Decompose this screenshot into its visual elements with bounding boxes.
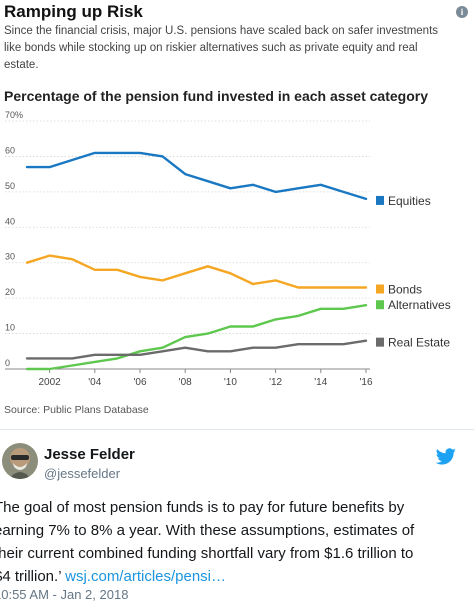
card-title: Ramping up Risk (4, 2, 143, 21)
y-tick-label: 50 (5, 181, 15, 191)
y-tick-label: 20 (5, 287, 15, 297)
series-line-bonds (25, 254, 368, 289)
divider (0, 429, 474, 430)
y-tick-label: 70% (5, 110, 23, 120)
avatar[interactable] (2, 443, 38, 479)
tweet-text-line: The goal of most pension funds is to pay… (0, 499, 405, 516)
y-tick-label: 40 (5, 216, 15, 226)
legend-label: Equities (388, 194, 431, 208)
y-tick-label: 60 (5, 145, 15, 155)
twitter-bird-icon[interactable] (436, 448, 456, 465)
legend-swatch (376, 195, 384, 205)
user-handle[interactable]: @jessefelder (44, 466, 121, 481)
line-chart: 0 10 20 30 40 50 60 70% 2002 '04 '06 '08 '10 '12 '14 '1… (5, 110, 451, 388)
x-tick-label: '04 (88, 377, 101, 388)
chart-card: Ramping up Risk i Since the financial cr… (4, 2, 468, 416)
tweet-link[interactable]: wsj.com/articles/pensi… (65, 568, 227, 585)
tweet-timestamp[interactable]: 10:55 AM - Jan 2, 2018 (0, 587, 129, 602)
y-tick-label: 0 (5, 358, 10, 368)
legend-label: Bonds (388, 283, 422, 297)
tweet: Jesse Felder @jessefelder The goal of mo… (0, 430, 474, 611)
chart-title: Percentage of the pension fund invested … (4, 88, 429, 104)
x-tick-label: '12 (269, 377, 282, 388)
x-tick-label: '10 (224, 377, 237, 388)
legend-swatch (376, 300, 384, 310)
info-icon[interactable]: i (456, 6, 468, 18)
legend-label: Real Estate (388, 336, 450, 350)
series-line-alternatives (25, 304, 368, 371)
y-tick-label: 10 (5, 323, 15, 333)
series-line-real-estate (25, 339, 368, 360)
y-tick-label: 30 (5, 252, 15, 262)
legend-swatch (376, 337, 384, 347)
x-tick-label: '08 (179, 377, 192, 388)
tweet-text-line: their current combined funding shortfall… (0, 545, 414, 562)
legend-label: Alternatives (388, 298, 451, 312)
user-name[interactable]: Jesse Felder (44, 446, 135, 463)
tweet-text: The goal of most pension funds is to pay… (0, 496, 474, 588)
series-line-equities (25, 151, 368, 201)
card-subtitle: Since the financial crisis, major U.S. p… (4, 25, 439, 71)
x-tick-label: '06 (133, 377, 146, 388)
legend-swatch (376, 284, 384, 294)
tweet-text-line: $4 trillion.’ (0, 568, 66, 585)
chart-source: Source: Public Plans Database (4, 404, 149, 416)
tweet-text-line: earning 7% to 8% a year. With these assu… (0, 522, 415, 539)
x-tick-label: 2002 (38, 377, 61, 388)
x-tick-label: '16 (359, 377, 372, 388)
x-tick-label: '14 (314, 377, 327, 388)
